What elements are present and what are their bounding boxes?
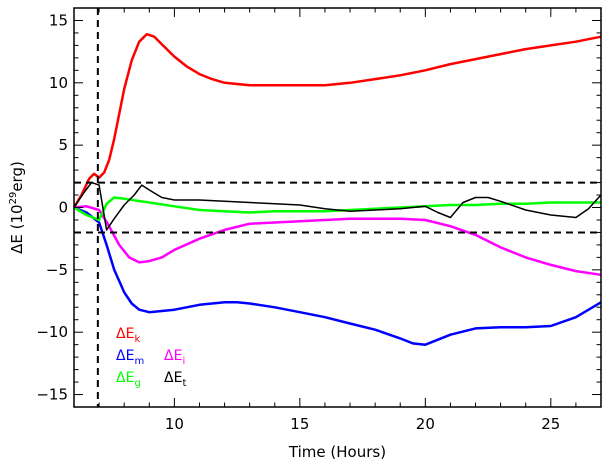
legend-entry-g: ΔEg xyxy=(116,370,141,389)
legend-entry-label: ΔE xyxy=(116,326,134,342)
y-tick-label: 0 xyxy=(58,199,68,217)
legend-entry-k: ΔEk xyxy=(116,326,140,345)
series-line-g xyxy=(73,196,601,222)
legend-entry-subscript: i xyxy=(182,356,185,367)
legend-entry-m: ΔEm xyxy=(116,348,144,367)
x-tick-label: 20 xyxy=(416,415,435,433)
legend-entry-subscript: g xyxy=(134,378,140,389)
legend-entry-t: ΔEt xyxy=(164,370,186,389)
y-tick-label: 10 xyxy=(49,74,68,92)
x-axis-title: Time (Hours) xyxy=(288,443,386,461)
y-tick-label: −5 xyxy=(46,261,68,279)
legend-entry-label: ΔE xyxy=(164,370,182,386)
legend-entry-subscript: k xyxy=(134,334,140,345)
y-tick-label: −15 xyxy=(36,386,68,404)
legend-entry-label: ΔE xyxy=(116,370,134,386)
y-axis-title-exponent: 29 xyxy=(8,192,19,205)
series-line-m xyxy=(73,206,602,346)
x-tick-label: 15 xyxy=(290,415,309,433)
legend-entry-subscript: m xyxy=(134,356,144,367)
axis-ticks xyxy=(73,7,602,408)
y-axis-title-prefix: ΔE (10 xyxy=(8,204,26,253)
plot-lines xyxy=(72,32,602,346)
legend-entry-label: ΔE xyxy=(116,348,134,364)
series-line-k xyxy=(72,32,602,209)
reference-lines xyxy=(74,8,601,407)
x-tick-label: 25 xyxy=(541,415,560,433)
legend-entry-label: ΔE xyxy=(164,348,182,364)
legend-entry-subscript: t xyxy=(182,378,186,389)
y-axis-title-suffix: erg) xyxy=(8,161,26,192)
series-line-i xyxy=(73,205,602,277)
tick-labels: 10 15 20 25 −15 −10 −5 0 5 10 15 xyxy=(36,11,560,433)
x-tick-label: 10 xyxy=(165,415,184,433)
series-line-t xyxy=(73,181,602,231)
y-axis-title: ΔE (1029erg) xyxy=(8,161,26,254)
y-tick-label: 5 xyxy=(58,136,68,154)
y-tick-label: −10 xyxy=(36,323,68,341)
y-tick-label: 15 xyxy=(49,11,68,29)
plot-frame xyxy=(73,7,602,408)
legend-entry-i: ΔEi xyxy=(164,348,185,367)
